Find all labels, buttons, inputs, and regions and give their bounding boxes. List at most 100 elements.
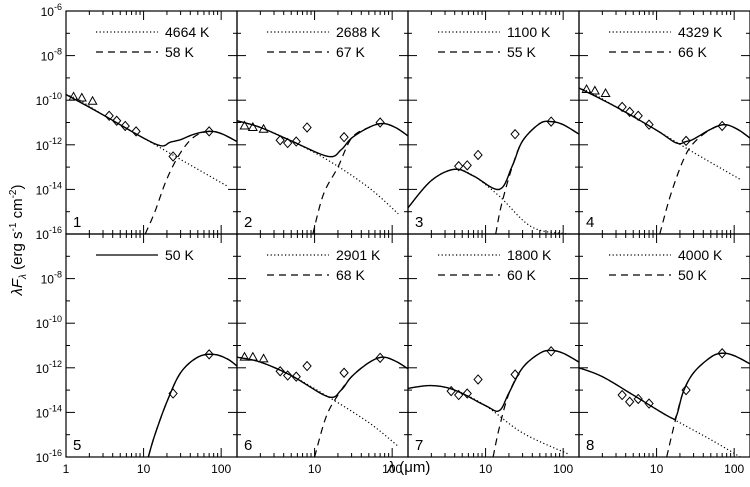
panel-number: 1 — [73, 214, 81, 231]
data-point-diamond — [644, 398, 654, 409]
data-point-triangle — [589, 85, 600, 95]
data-point-diamond — [291, 136, 301, 147]
y-tick-base: 10 — [36, 362, 50, 376]
panel-ticks — [407, 10, 579, 235]
panel-markers — [617, 347, 727, 409]
data-point-diamond — [131, 126, 141, 137]
total-model-curve — [408, 349, 579, 412]
data-point-diamond — [283, 137, 293, 149]
legend-label: 58 K — [165, 44, 194, 60]
data-point-diamond — [104, 110, 114, 122]
legend-label: 1100 K — [507, 24, 551, 40]
legend-label: 2688 K — [336, 24, 381, 40]
total-model-curve — [237, 356, 408, 399]
y-tick-label: 10-10 — [36, 314, 62, 331]
panel-frame — [578, 233, 750, 458]
data-point-triangle — [239, 120, 250, 130]
y-tick-label: 10-8 — [41, 270, 62, 287]
y-label-exp2: -2 — [8, 189, 19, 198]
panel-curves — [408, 120, 579, 234]
y-tick-label: 10-14 — [36, 180, 62, 197]
legend-label: 67 K — [336, 44, 365, 60]
total-model-curve — [66, 93, 237, 147]
legend-label: 4664 K — [165, 24, 210, 40]
panel-number: 7 — [415, 437, 423, 454]
data-point-diamond — [168, 388, 178, 399]
y-tick-base: 10 — [36, 451, 50, 465]
panel-6: 6 2901 K 68 K 10 100 — [236, 233, 409, 476]
data-point-triangle — [258, 123, 269, 133]
panel-curves — [237, 356, 408, 457]
y-tick-label: 10-16 — [36, 225, 62, 242]
panel-number: 4 — [586, 214, 594, 231]
data-point-triangle — [247, 351, 258, 361]
y-tick-base: 10 — [41, 50, 55, 64]
panel-number: 2 — [244, 214, 252, 231]
y-axis-label: λFλ (erg s-1 cm-2) — [8, 185, 29, 297]
data-point-triangle — [239, 351, 250, 361]
x-tick-label: 100 — [724, 462, 744, 476]
panel-7: 7 1800 K 60 K 10 100 — [407, 233, 580, 476]
y-tick-base: 10 — [36, 139, 50, 153]
data-point-diamond — [446, 385, 456, 397]
dust-blackbody-curve — [144, 130, 237, 234]
data-point-diamond — [291, 371, 301, 382]
data-point-diamond — [454, 389, 464, 401]
legend-label: 50 K — [678, 267, 707, 283]
y-label-exp1: -1 — [8, 222, 19, 231]
x-axis-label: λ (μm) — [387, 459, 431, 476]
data-point-diamond — [120, 120, 130, 132]
y-tick-exponent: -14 — [49, 180, 62, 190]
data-point-diamond — [275, 134, 285, 146]
panel-ticks — [65, 10, 237, 235]
y-tick-exponent: -8 — [54, 47, 62, 57]
x-tick-label: 10 — [479, 462, 493, 476]
y-tick-label: 10-16 — [36, 448, 62, 465]
stellar-blackbody-curve — [408, 168, 570, 234]
y-tick-label: 10-8 — [41, 47, 62, 64]
data-point-diamond — [625, 396, 635, 408]
panel-curves — [147, 353, 237, 457]
legend-label: 60 K — [507, 267, 536, 283]
panel-curves — [579, 352, 750, 457]
y-tick-exponent: -12 — [49, 359, 62, 369]
data-point-diamond — [617, 389, 627, 401]
panel-frame — [407, 10, 580, 235]
data-point-diamond — [283, 370, 293, 381]
data-point-diamond — [454, 160, 464, 172]
data-point-diamond — [633, 110, 643, 122]
dust-blackbody-curve — [312, 122, 408, 234]
panel-markers — [68, 91, 214, 162]
axis-labels: λFλ (erg s-1 cm-2) λ (μm) — [8, 185, 430, 476]
panel-3: 3 1100 K 55 K — [407, 10, 580, 235]
data-point-diamond — [546, 346, 556, 357]
panel-number: 5 — [73, 437, 81, 454]
y-tick-base: 10 — [36, 228, 50, 242]
panel-curves — [237, 120, 408, 234]
data-point-diamond — [625, 106, 635, 118]
panel-frame — [236, 233, 409, 458]
data-point-diamond — [462, 160, 472, 171]
panel-ticks — [407, 233, 579, 458]
panel-frame — [65, 233, 238, 458]
y-tick-label: 10-14 — [36, 403, 62, 420]
data-point-diamond — [644, 119, 654, 130]
x-tick-label: 100 — [553, 462, 573, 476]
y-label-main: λF — [9, 278, 26, 296]
y-tick-base: 10 — [36, 94, 50, 108]
data-point-diamond — [339, 131, 349, 143]
y-tick-label: 10-6 — [41, 2, 62, 19]
panel-markers — [168, 349, 214, 399]
x-label-rest: (μm) — [395, 459, 430, 476]
y-tick-base: 10 — [36, 317, 50, 331]
data-point-triangle — [581, 84, 592, 94]
y-tick-base: 10 — [36, 183, 50, 197]
y-label-end: ) — [9, 185, 26, 190]
panel-2: 2 2688 K 67 K — [236, 10, 409, 235]
data-point-diamond — [204, 349, 214, 360]
stellar-blackbody-curve — [579, 87, 741, 180]
panel-ticks — [578, 10, 750, 235]
data-point-diamond — [339, 367, 349, 378]
legend-label: 55 K — [507, 44, 536, 60]
data-point-diamond — [168, 151, 178, 162]
